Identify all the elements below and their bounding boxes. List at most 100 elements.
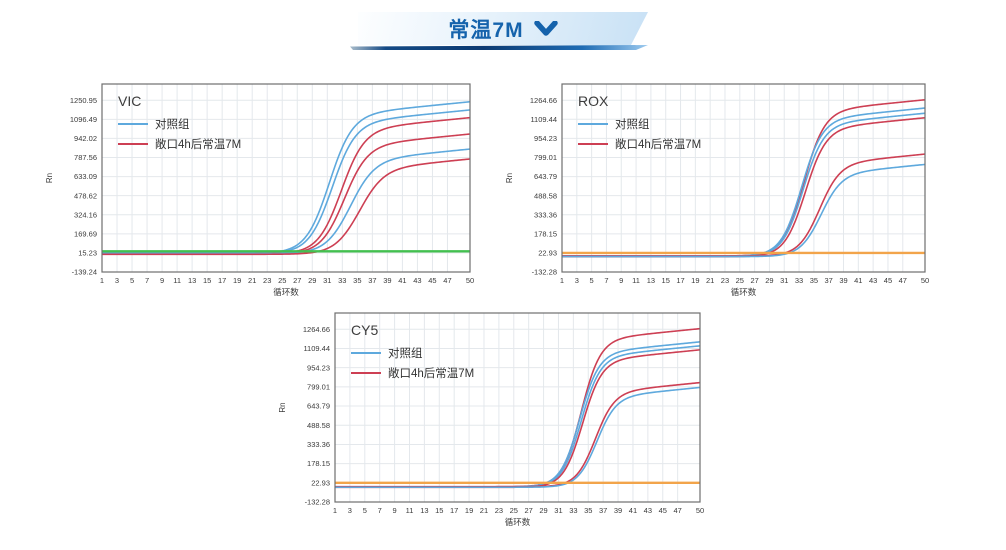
chevron-down-icon — [533, 21, 558, 36]
legend-label: 敞口4h后常温7M — [615, 137, 701, 151]
x-tick-label: 19 — [465, 506, 473, 515]
y-tick-label: 178.15 — [534, 229, 557, 238]
amplification-curve — [562, 163, 925, 258]
x-tick-label: 25 — [736, 276, 744, 285]
x-tick-label: 23 — [263, 276, 271, 285]
series-group — [102, 100, 470, 256]
x-tick-label: 41 — [398, 276, 406, 285]
x-tick-label: 7 — [378, 506, 382, 515]
x-tick-label: 31 — [780, 276, 788, 285]
y-tick-label: 954.23 — [307, 363, 330, 372]
x-tick-label: 21 — [706, 276, 714, 285]
legend-label: 对照组 — [155, 117, 190, 131]
x-tick-label: 37 — [599, 506, 607, 515]
x-tick-label: 43 — [644, 506, 652, 515]
y-tick-label: 488.58 — [534, 191, 557, 200]
chart-title: ROX — [578, 93, 609, 109]
x-tick-label: 29 — [539, 506, 547, 515]
x-tick-label: 15 — [662, 276, 670, 285]
x-tick-label: 45 — [659, 506, 667, 515]
x-tick-label: 5 — [590, 276, 594, 285]
chart-vic: 1250.951096.49942.02787.56633.09478.6232… — [45, 83, 474, 297]
legend-label: 对照组 — [388, 346, 423, 360]
y-axis-title: Rn — [278, 402, 287, 412]
x-tick-label: 7 — [145, 276, 149, 285]
plot-border — [561, 83, 926, 273]
y-tick-label: 1264.66 — [303, 325, 330, 334]
y-tick-label: 478.62 — [74, 191, 97, 200]
x-axis-title: 循环数 — [505, 517, 531, 527]
x-axis-title: 循环数 — [731, 287, 757, 297]
y-tick-label: 22.93 — [311, 478, 330, 487]
x-tick-label: 3 — [348, 506, 352, 515]
legend-label: 敞口4h后常温7M — [388, 366, 474, 380]
x-tick-label: 39 — [614, 506, 622, 515]
x-tick-label: 39 — [839, 276, 847, 285]
x-tick-label: 41 — [629, 506, 637, 515]
y-tick-label: 333.36 — [534, 210, 557, 219]
x-tick-label: 37 — [825, 276, 833, 285]
x-tick-label: 50 — [921, 276, 929, 285]
y-tick-label: 488.58 — [307, 421, 330, 430]
x-tick-label: 25 — [278, 276, 286, 285]
x-tick-label: 43 — [869, 276, 877, 285]
y-tick-label: 324.16 — [74, 210, 97, 219]
x-tick-label: 5 — [130, 276, 134, 285]
y-tick-label: 333.36 — [307, 440, 330, 449]
x-tick-label: 29 — [308, 276, 316, 285]
y-tick-label: 643.79 — [307, 402, 330, 411]
y-tick-label: 1264.66 — [530, 96, 557, 105]
y-tick-label: 22.93 — [538, 249, 557, 258]
x-tick-label: 15 — [435, 506, 443, 515]
x-tick-label: 35 — [353, 276, 361, 285]
y-axis-title: Rn — [45, 173, 54, 183]
series-group — [335, 327, 700, 489]
amplification-curve — [335, 386, 700, 489]
x-tick-label: 23 — [495, 506, 503, 515]
x-tick-label: 47 — [443, 276, 451, 285]
x-tick-label: 13 — [647, 276, 655, 285]
series-group — [562, 98, 925, 258]
legend-label: 对照组 — [615, 117, 650, 131]
x-tick-label: 17 — [676, 276, 684, 285]
section-banner[interactable]: 常温7M — [358, 12, 648, 45]
y-tick-label: 178.15 — [307, 459, 330, 468]
x-tick-label: 15 — [203, 276, 211, 285]
x-tick-label: 45 — [884, 276, 892, 285]
plot-border — [101, 83, 471, 273]
x-tick-label: 27 — [525, 506, 533, 515]
x-tick-label: 13 — [188, 276, 196, 285]
x-tick-label: 7 — [604, 276, 608, 285]
x-tick-label: 23 — [721, 276, 729, 285]
x-tick-label: 9 — [160, 276, 164, 285]
y-tick-label: -132.28 — [305, 498, 330, 507]
x-tick-label: 21 — [248, 276, 256, 285]
x-tick-label: 37 — [368, 276, 376, 285]
y-tick-label: 169.69 — [74, 229, 97, 238]
chart-rox: 1264.661109.44954.23799.01643.79488.5833… — [505, 83, 929, 297]
x-tick-label: 45 — [428, 276, 436, 285]
x-tick-label: 11 — [173, 276, 181, 285]
x-tick-label: 19 — [691, 276, 699, 285]
x-tick-label: 50 — [696, 506, 704, 515]
x-tick-label: 17 — [218, 276, 226, 285]
x-tick-label: 13 — [420, 506, 428, 515]
y-tick-label: 1109.44 — [303, 344, 330, 353]
x-tick-label: 21 — [480, 506, 488, 515]
banner-title: 常温7M — [448, 18, 524, 42]
x-tick-label: 33 — [569, 506, 577, 515]
x-tick-label: 33 — [338, 276, 346, 285]
amplification-curve — [102, 158, 470, 256]
x-tick-label: 43 — [413, 276, 421, 285]
x-tick-label: 29 — [765, 276, 773, 285]
x-tick-label: 1 — [333, 506, 337, 515]
x-tick-label: 3 — [115, 276, 119, 285]
plot-area — [562, 84, 925, 272]
x-tick-label: 35 — [584, 506, 592, 515]
x-tick-label: 27 — [750, 276, 758, 285]
x-axis-title: 循环数 — [273, 287, 299, 297]
y-tick-label: 787.56 — [74, 153, 97, 162]
banner-underline — [350, 45, 648, 50]
